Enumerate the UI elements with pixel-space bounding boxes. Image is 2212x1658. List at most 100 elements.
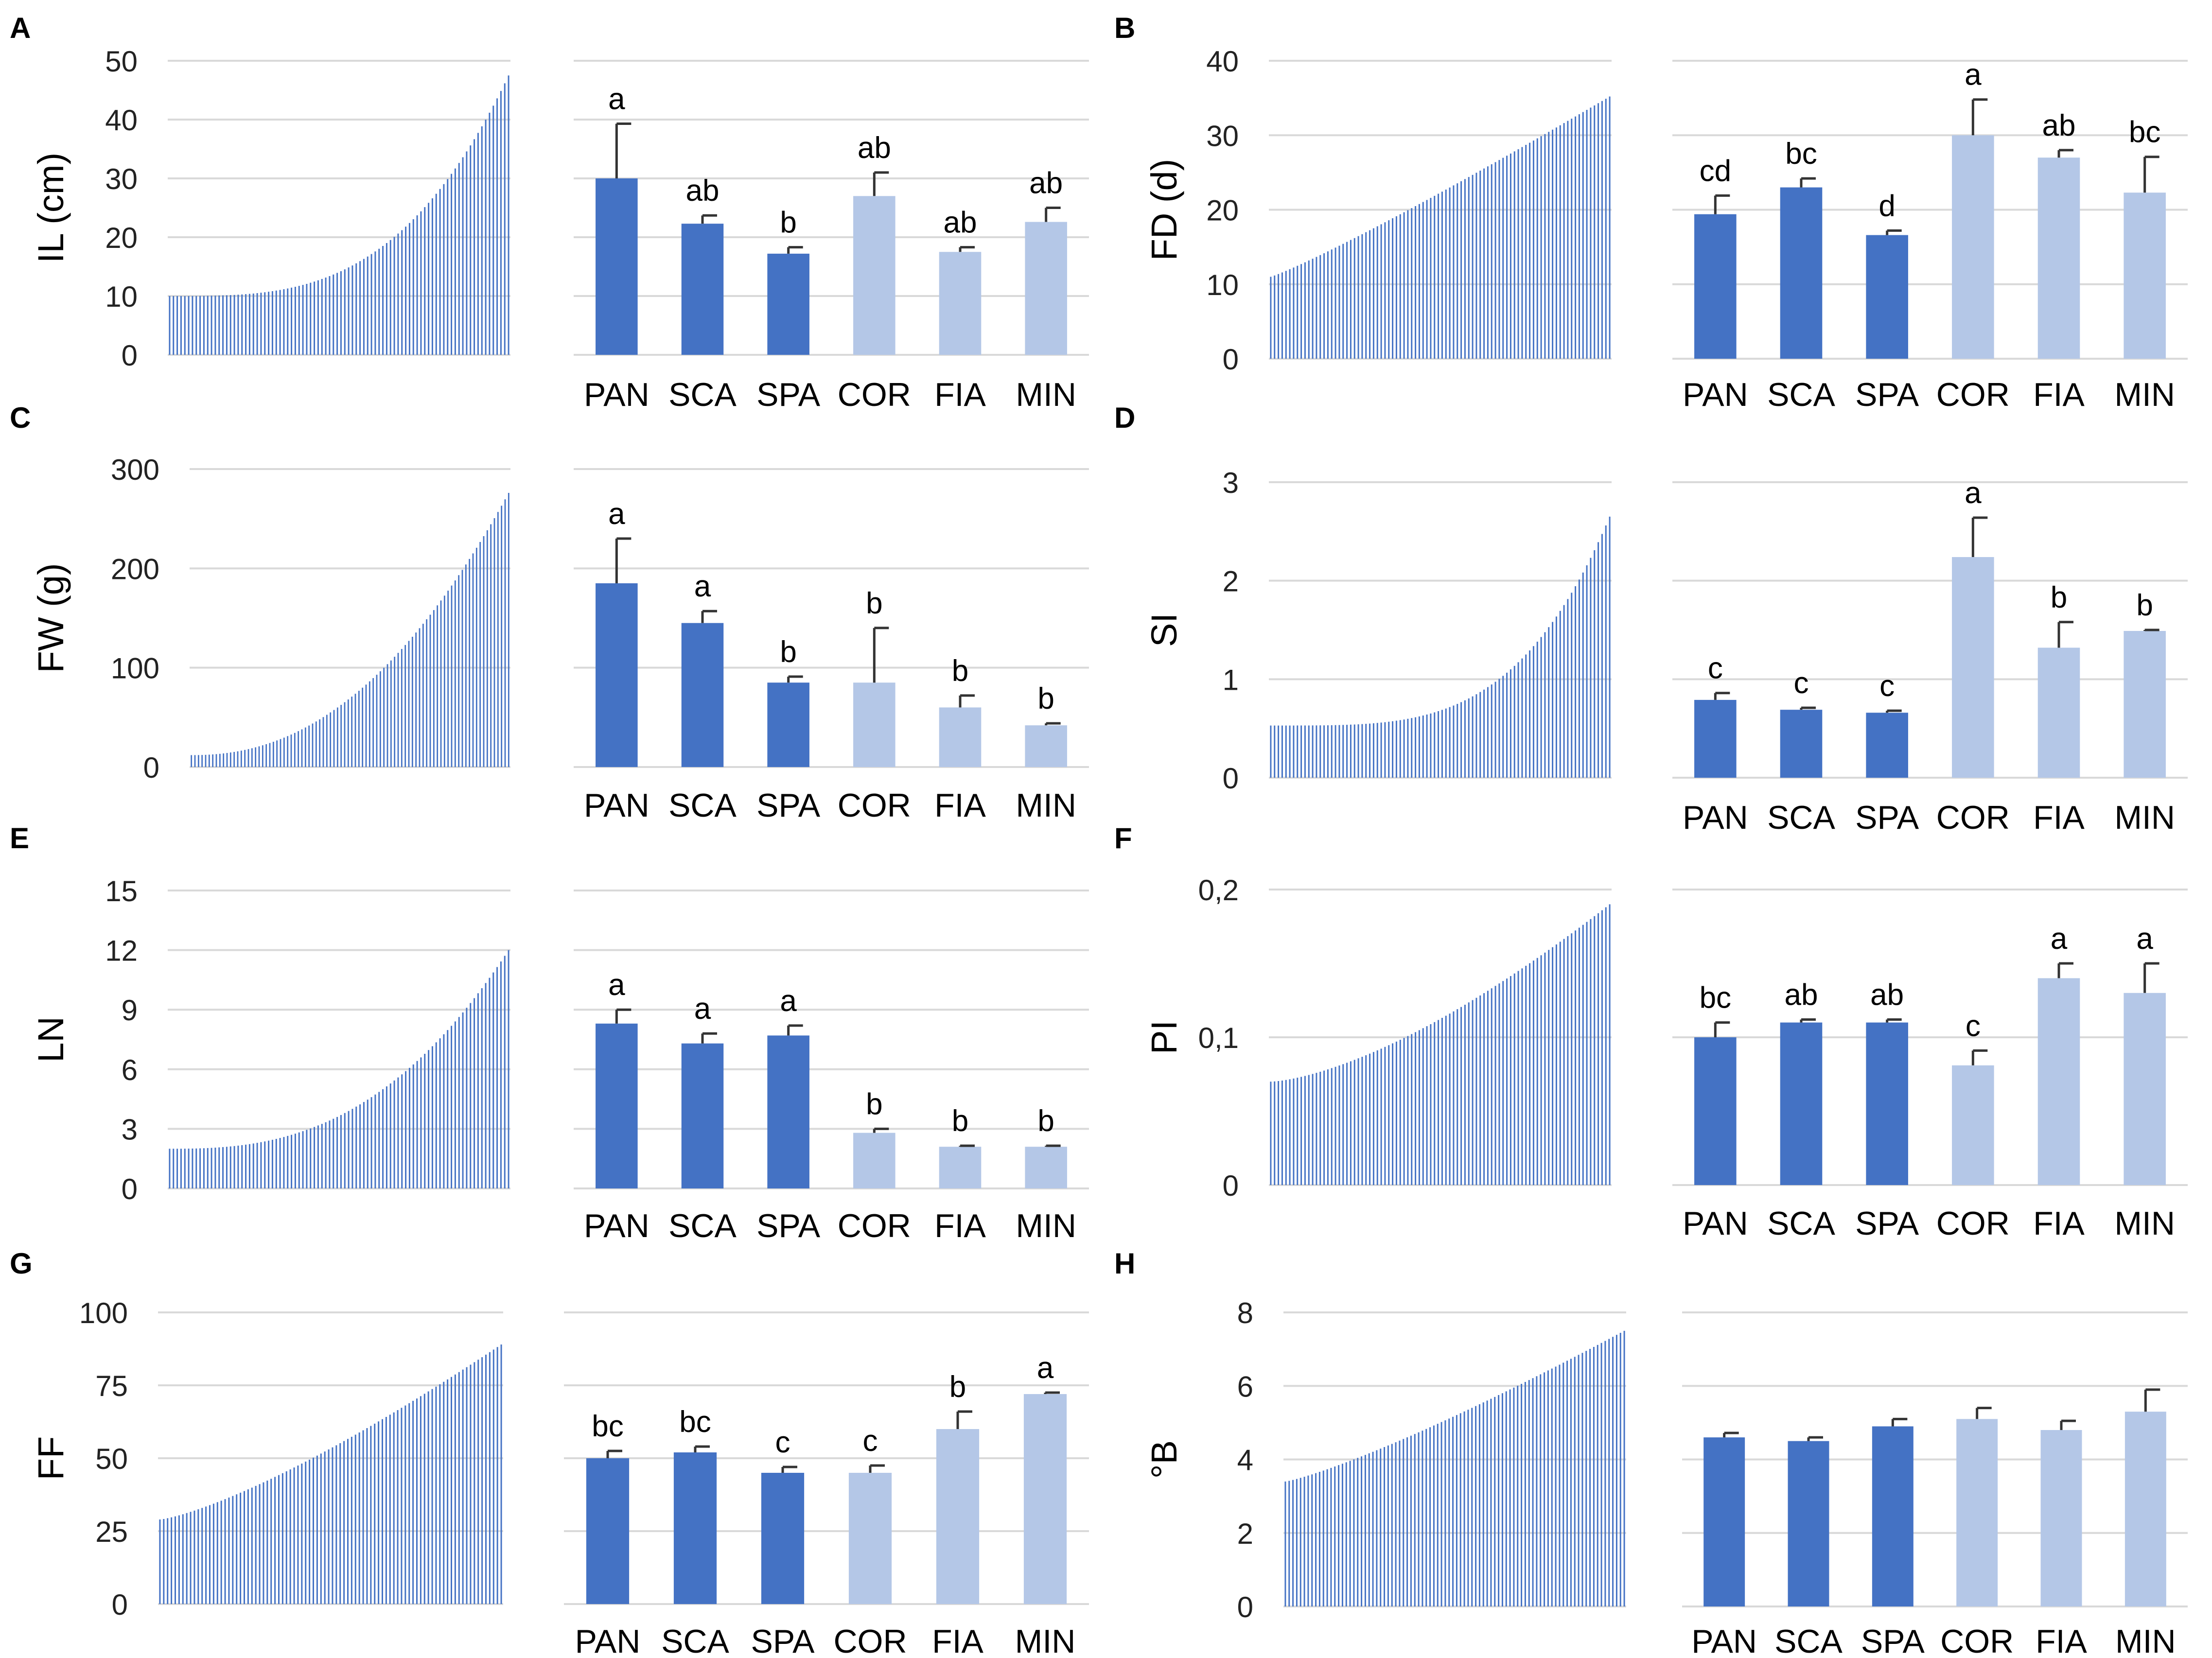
category-label-f: MIN [2114, 1205, 2175, 1242]
y-tick-label-e: 3 [122, 1113, 138, 1146]
panel-letter-c: C [10, 401, 31, 434]
mean-bar-e-fia [939, 1147, 982, 1188]
mean-bar-g-sca [673, 1452, 717, 1604]
category-label-h: COR [1940, 1623, 2014, 1658]
category-label-a: COR [838, 376, 911, 413]
category-label-f: SCA [1767, 1205, 1835, 1242]
y-tick-label-b: 10 [1206, 269, 1239, 301]
panel-letter-b: B [1114, 12, 1135, 44]
y-tick-label-g: 25 [95, 1516, 128, 1548]
y-tick-label-b: 40 [1206, 45, 1239, 78]
significance-letter-a: ab [1029, 167, 1063, 200]
y-tick-label-f: 0 [1223, 1169, 1239, 1202]
mean-bar-d-fia [2037, 647, 2080, 778]
mean-bar-b-min [2124, 192, 2166, 359]
y-axis-label-g: FF [31, 1436, 71, 1480]
category-label-d: FIA [2033, 799, 2085, 836]
significance-letter-d: a [1965, 476, 1982, 510]
mean-bar-b-pan [1694, 214, 1737, 359]
y-tick-label-f: 0,1 [1198, 1022, 1239, 1054]
category-label-g: COR [833, 1623, 907, 1658]
significance-letter-e: a [608, 968, 625, 1002]
y-tick-label-b: 20 [1206, 194, 1239, 227]
category-label-f: PAN [1683, 1205, 1748, 1242]
category-label-d: SPA [1855, 799, 1919, 836]
mean-bar-h-sca [1788, 1441, 1829, 1606]
y-tick-label-h: 4 [1237, 1444, 1253, 1477]
category-label-e: PAN [584, 1207, 650, 1244]
category-label-g: MIN [1015, 1623, 1076, 1658]
panel-letter-a: A [10, 12, 31, 44]
significance-letter-f: ab [1785, 978, 1818, 1012]
mean-bar-a-fia [939, 252, 982, 355]
significance-letter-a: ab [858, 131, 891, 165]
y-tick-label-d: 2 [1223, 565, 1239, 598]
mean-bar-a-cor [853, 196, 895, 355]
significance-letter-f: c [1966, 1009, 1981, 1043]
category-label-c: FIA [934, 787, 986, 824]
y-tick-label-a: 20 [105, 222, 138, 254]
mean-bar-d-cor [1952, 557, 1994, 778]
mean-bar-a-sca [681, 224, 724, 355]
y-tick-label-e: 15 [105, 875, 138, 908]
category-label-b: FIA [2033, 376, 2085, 413]
significance-letter-e: a [780, 984, 797, 1018]
category-label-c: COR [838, 787, 911, 824]
category-label-d: MIN [2114, 799, 2175, 836]
panel-letter-d: D [1114, 401, 1135, 434]
mean-bar-b-fia [2037, 157, 2080, 359]
category-label-d: COR [1936, 799, 2010, 836]
y-axis-label-a: IL (cm) [31, 153, 71, 263]
mean-bar-d-min [2124, 631, 2166, 778]
category-label-e: SPA [756, 1207, 821, 1244]
y-tick-label-c: 100 [111, 652, 159, 685]
category-label-c: SPA [756, 787, 821, 824]
panel-letter-f: F [1114, 822, 1132, 855]
significance-letter-a: a [608, 82, 625, 116]
category-label-c: PAN [584, 787, 650, 824]
mean-bar-e-sca [681, 1043, 724, 1188]
significance-letter-b: cd [1700, 154, 1731, 188]
panel-letter-g: G [10, 1247, 33, 1280]
mean-bar-g-pan [586, 1458, 630, 1604]
mean-bar-a-min [1025, 222, 1067, 355]
category-label-a: PAN [584, 376, 650, 413]
category-label-a: FIA [934, 376, 986, 413]
y-tick-label-d: 1 [1223, 663, 1239, 696]
significance-letter-f: bc [1700, 981, 1731, 1015]
significance-letter-e: b [952, 1104, 968, 1138]
y-tick-label-g: 50 [95, 1443, 128, 1475]
y-axis-label-h: °B [1144, 1440, 1184, 1479]
y-tick-label-a: 10 [105, 280, 138, 313]
significance-letter-f: a [2051, 922, 2068, 956]
mean-bar-e-spa [767, 1035, 809, 1188]
significance-letter-d: b [2051, 581, 2067, 614]
significance-letter-a: b [780, 206, 796, 240]
category-label-h: PAN [1691, 1623, 1757, 1658]
category-label-b: MIN [2114, 376, 2175, 413]
category-label-g: FIA [932, 1623, 983, 1658]
category-label-b: COR [1936, 376, 2010, 413]
mean-bar-h-pan [1703, 1437, 1745, 1606]
category-label-f: COR [1936, 1205, 2010, 1242]
category-label-h: SPA [1861, 1623, 1925, 1658]
mean-bar-e-cor [853, 1133, 895, 1188]
mean-bar-a-spa [767, 253, 809, 355]
significance-letter-c: a [694, 570, 711, 603]
y-tick-label-e: 12 [105, 935, 138, 967]
mean-bar-a-pan [596, 178, 638, 355]
y-tick-label-g: 100 [79, 1297, 128, 1329]
category-label-b: SPA [1855, 376, 1919, 413]
category-label-c: SCA [668, 787, 737, 824]
significance-letter-e: a [694, 992, 711, 1026]
significance-letter-b: bc [2129, 116, 2160, 149]
significance-letter-f: a [2136, 922, 2153, 956]
y-tick-label-e: 9 [122, 994, 138, 1027]
category-label-g: SPA [751, 1623, 815, 1658]
mean-bar-g-spa [761, 1473, 805, 1604]
category-label-e: SCA [668, 1207, 737, 1244]
significance-letter-c: b [780, 635, 796, 669]
significance-letter-b: a [1965, 58, 1982, 92]
significance-letter-e: b [1037, 1104, 1054, 1138]
mean-bar-c-fia [939, 707, 982, 767]
